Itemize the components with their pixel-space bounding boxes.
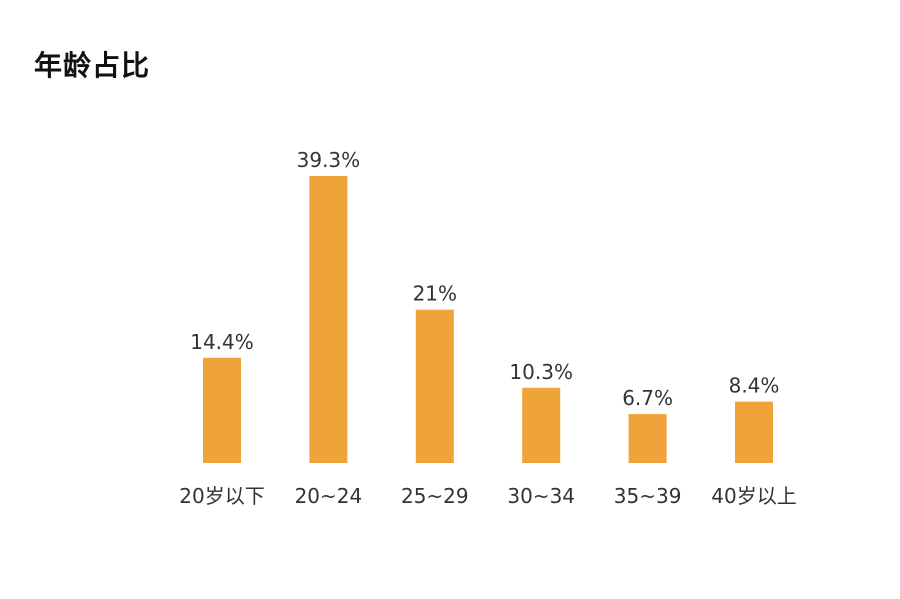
bar	[735, 401, 773, 463]
value-label: 8.4%	[729, 374, 780, 398]
chart-title: 年龄占比	[34, 49, 151, 82]
category-label: 25~29	[401, 484, 469, 508]
category-label: 40岁以上	[711, 484, 796, 508]
category-label: 35~39	[614, 484, 682, 508]
bar	[309, 176, 348, 463]
value-label: 39.3%	[297, 148, 361, 172]
bar	[522, 387, 561, 463]
value-label: 21%	[413, 282, 457, 306]
category-label: 20~24	[295, 484, 363, 508]
bar	[628, 414, 667, 463]
value-label: 10.3%	[509, 360, 573, 384]
bar	[415, 309, 454, 463]
value-label: 14.4%	[190, 330, 254, 354]
category-label: 20岁以下	[179, 484, 264, 508]
bar	[203, 357, 241, 463]
value-label: 6.7%	[622, 386, 673, 410]
category-label: 30~34	[507, 484, 575, 508]
